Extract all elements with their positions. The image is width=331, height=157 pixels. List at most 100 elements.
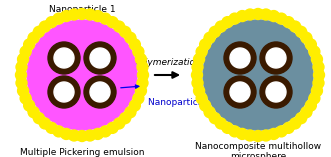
Circle shape bbox=[100, 126, 111, 137]
Circle shape bbox=[260, 42, 292, 74]
Circle shape bbox=[69, 130, 79, 141]
Circle shape bbox=[84, 42, 116, 74]
Circle shape bbox=[54, 48, 74, 68]
Circle shape bbox=[229, 126, 240, 137]
Circle shape bbox=[137, 70, 149, 81]
Circle shape bbox=[290, 21, 301, 32]
Circle shape bbox=[39, 21, 50, 32]
Circle shape bbox=[107, 122, 118, 133]
Circle shape bbox=[84, 76, 116, 108]
Circle shape bbox=[245, 9, 256, 20]
Circle shape bbox=[311, 54, 322, 65]
Circle shape bbox=[125, 32, 136, 43]
Circle shape bbox=[84, 130, 95, 141]
Circle shape bbox=[16, 62, 27, 73]
Circle shape bbox=[193, 10, 323, 140]
Circle shape bbox=[69, 9, 79, 20]
Circle shape bbox=[28, 32, 39, 43]
Circle shape bbox=[260, 9, 271, 20]
Circle shape bbox=[196, 93, 207, 104]
Text: Nanoparticle 1: Nanoparticle 1 bbox=[49, 5, 115, 14]
Circle shape bbox=[194, 85, 205, 96]
Circle shape bbox=[296, 26, 307, 37]
Circle shape bbox=[237, 11, 248, 22]
Text: Nanoparticle 2: Nanoparticle 2 bbox=[148, 98, 214, 107]
Circle shape bbox=[129, 100, 140, 111]
Circle shape bbox=[313, 70, 324, 81]
Circle shape bbox=[204, 32, 215, 43]
Circle shape bbox=[276, 13, 287, 24]
Circle shape bbox=[18, 54, 28, 65]
Circle shape bbox=[46, 122, 57, 133]
Circle shape bbox=[84, 9, 95, 20]
Circle shape bbox=[76, 8, 87, 19]
Circle shape bbox=[137, 62, 148, 73]
Circle shape bbox=[260, 76, 292, 108]
Circle shape bbox=[76, 130, 87, 141]
Circle shape bbox=[301, 32, 312, 43]
Circle shape bbox=[53, 13, 64, 24]
Circle shape bbox=[17, 10, 147, 140]
Circle shape bbox=[283, 122, 294, 133]
Circle shape bbox=[24, 39, 35, 50]
Text: microsphere: microsphere bbox=[230, 152, 286, 157]
Circle shape bbox=[237, 128, 248, 139]
Circle shape bbox=[210, 26, 220, 37]
Text: Multiple Pickering emulsion: Multiple Pickering emulsion bbox=[20, 148, 144, 157]
Circle shape bbox=[27, 20, 137, 130]
Circle shape bbox=[20, 46, 31, 57]
Circle shape bbox=[133, 93, 144, 104]
Circle shape bbox=[215, 118, 226, 129]
Circle shape bbox=[202, 19, 314, 132]
Circle shape bbox=[245, 130, 256, 141]
Circle shape bbox=[114, 21, 125, 32]
Circle shape bbox=[20, 93, 31, 104]
Circle shape bbox=[266, 48, 286, 68]
Circle shape bbox=[290, 118, 301, 129]
Circle shape bbox=[305, 39, 316, 50]
Circle shape bbox=[28, 107, 39, 118]
Circle shape bbox=[17, 10, 147, 140]
Text: Polymer: Polymer bbox=[237, 30, 279, 40]
Circle shape bbox=[266, 82, 286, 102]
Circle shape bbox=[53, 126, 64, 137]
Circle shape bbox=[54, 82, 74, 102]
Circle shape bbox=[192, 70, 203, 81]
Circle shape bbox=[39, 118, 50, 129]
Circle shape bbox=[48, 42, 80, 74]
Text: Polymerization: Polymerization bbox=[135, 58, 201, 67]
Circle shape bbox=[230, 48, 250, 68]
Circle shape bbox=[192, 62, 203, 73]
Circle shape bbox=[100, 13, 111, 24]
Circle shape bbox=[92, 128, 103, 139]
Circle shape bbox=[192, 77, 203, 88]
Circle shape bbox=[119, 26, 131, 37]
Circle shape bbox=[309, 93, 320, 104]
Circle shape bbox=[224, 42, 256, 74]
Circle shape bbox=[25, 19, 138, 132]
Circle shape bbox=[196, 46, 207, 57]
Circle shape bbox=[193, 10, 323, 140]
Circle shape bbox=[200, 39, 211, 50]
Circle shape bbox=[114, 118, 125, 129]
Circle shape bbox=[46, 17, 57, 28]
Circle shape bbox=[224, 76, 256, 108]
Circle shape bbox=[135, 54, 146, 65]
Circle shape bbox=[135, 85, 146, 96]
Circle shape bbox=[276, 126, 287, 137]
Circle shape bbox=[268, 128, 279, 139]
Circle shape bbox=[194, 54, 205, 65]
Circle shape bbox=[33, 26, 44, 37]
Circle shape bbox=[16, 70, 26, 81]
Circle shape bbox=[61, 128, 72, 139]
Circle shape bbox=[16, 77, 27, 88]
Text: Monomer: Monomer bbox=[47, 55, 97, 65]
Text: Nanocomposite multihollow: Nanocomposite multihollow bbox=[195, 142, 321, 151]
Circle shape bbox=[229, 13, 240, 24]
Circle shape bbox=[203, 20, 313, 130]
Circle shape bbox=[18, 85, 28, 96]
Circle shape bbox=[230, 82, 250, 102]
Circle shape bbox=[107, 17, 118, 28]
Circle shape bbox=[92, 11, 103, 22]
Circle shape bbox=[296, 113, 307, 124]
